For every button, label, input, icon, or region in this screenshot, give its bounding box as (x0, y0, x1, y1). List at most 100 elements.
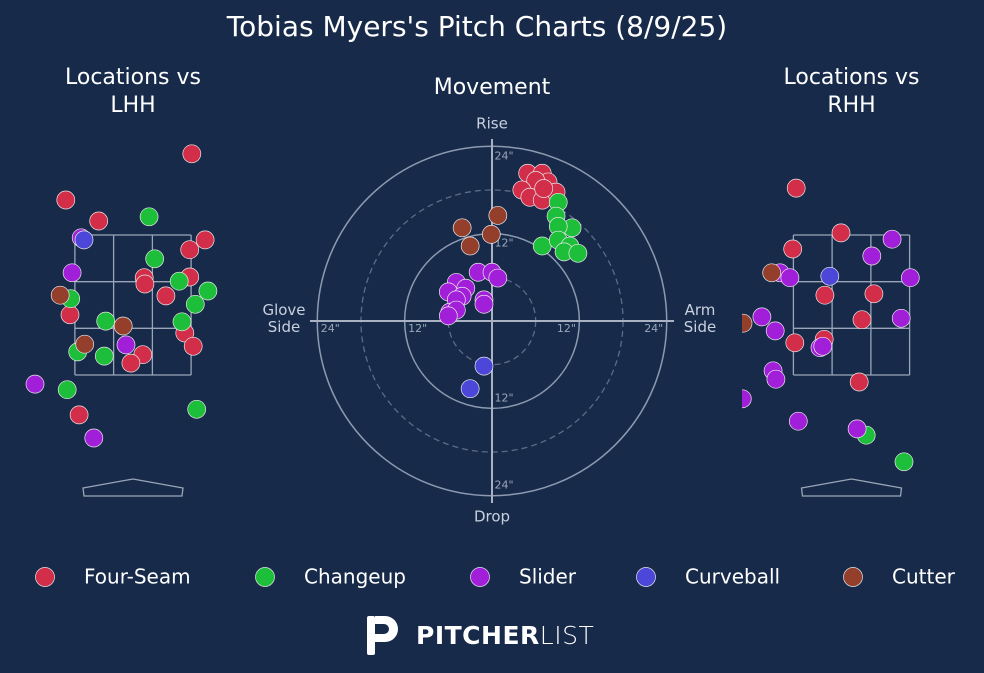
pitch-point (474, 294, 494, 314)
pitch-point (742, 313, 753, 333)
pitch-point (742, 389, 752, 409)
pitch-point (75, 334, 95, 354)
ring-tick-label: 12" (494, 237, 513, 250)
panel-title: Locations vs LHH (65, 65, 201, 118)
home-plate (82, 478, 184, 497)
pitch-point (488, 206, 508, 225)
pitch-point (762, 263, 782, 283)
pitch-point (50, 285, 70, 305)
logo-light: LIST (539, 621, 595, 650)
pitch-series (460, 356, 494, 399)
pitch-point (113, 316, 133, 336)
pitch-series (50, 285, 133, 354)
ring-tick-label: 12" (557, 322, 576, 335)
pitch-point (783, 239, 803, 259)
pitch-series (742, 229, 920, 439)
pitch-point (831, 223, 851, 243)
pitch-point (195, 230, 215, 250)
pitch-point (788, 411, 808, 431)
axis-label: Glove Side (262, 301, 306, 336)
pitch-point (172, 312, 192, 332)
pitch-point (460, 379, 480, 399)
pitch-point (121, 353, 141, 373)
panel-title: Movement (433, 75, 551, 100)
ring-tick-label: 24" (644, 322, 663, 335)
panel-title: Locations vs RHH (783, 65, 920, 118)
pitch-series (742, 263, 782, 333)
pitch-series (783, 178, 884, 392)
pitch-point (862, 246, 882, 266)
pitch-point (57, 380, 77, 400)
logo-text: PITCHERLIST (416, 621, 594, 650)
ring-tick-label: 12" (408, 322, 427, 335)
axis-label: Rise (476, 115, 508, 133)
home-plate (800, 478, 903, 497)
axis-label: Drop (474, 508, 510, 526)
pitch-point (532, 236, 552, 256)
pitch-point (864, 284, 884, 304)
pitch-point (852, 310, 872, 330)
legend-label: Cutter (892, 565, 956, 589)
page-title: Tobias Myers's Pitch Charts (8/9/25) (226, 10, 728, 43)
legend-label: Slider (519, 565, 577, 589)
logo-icon (367, 616, 398, 655)
pitch-series (74, 230, 94, 250)
pitch-point (187, 399, 207, 419)
pitch-point (460, 236, 480, 256)
pitch-point (135, 274, 155, 294)
location-panel (742, 178, 920, 497)
legend-marker (255, 567, 275, 587)
pitch-point (84, 428, 104, 448)
pitch-point (488, 268, 508, 288)
pitch-point (60, 305, 80, 325)
pitch-point (96, 311, 116, 331)
legend-marker (843, 567, 863, 587)
pitch-point (116, 335, 136, 355)
pitch-point (452, 218, 472, 238)
pitch-point (169, 271, 189, 291)
legend-label: Changeup (304, 565, 406, 589)
pitch-point (438, 306, 458, 326)
pitch-point (568, 243, 588, 263)
pitch-point (765, 321, 785, 341)
pitch-point (847, 419, 867, 439)
location-panel (25, 144, 218, 497)
pitch-series (25, 228, 136, 448)
pitch-point (156, 286, 176, 306)
pitch-point (815, 285, 835, 305)
ring-tick-label: 24" (321, 322, 340, 335)
pitch-point (56, 190, 76, 210)
ring-tick-label: 24" (494, 149, 513, 162)
pitch-point (785, 333, 805, 353)
pitch-series (452, 206, 508, 256)
logo-bold: PITCHER (416, 621, 540, 650)
pitch-series (438, 262, 508, 326)
pitch-point (474, 356, 494, 376)
pitch-series (512, 163, 566, 210)
pitch-point (766, 369, 786, 389)
pitch-point (900, 268, 920, 288)
pitch-point (786, 178, 806, 198)
pitch-point (94, 346, 114, 366)
pitch-point (74, 230, 94, 250)
pitch-point (182, 144, 202, 164)
pitch-point (25, 374, 45, 394)
pitch-point (534, 179, 554, 198)
pitch-point (62, 263, 82, 283)
pitch-point (180, 240, 200, 260)
legend-label: Curveball (685, 565, 780, 589)
pitch-series (56, 144, 215, 425)
pitch-point (139, 207, 159, 227)
pitch-point (891, 308, 911, 328)
pitch-point (145, 249, 165, 269)
pitch-point (780, 268, 800, 288)
pitch-point (813, 336, 833, 356)
pitch-point (752, 307, 772, 327)
legend-marker (35, 567, 55, 587)
pitch-point (183, 336, 203, 356)
ring-tick-label: 12" (494, 391, 513, 404)
legend-marker (470, 567, 490, 587)
pitch-point (894, 452, 914, 472)
ring-tick-label: 24" (494, 479, 513, 492)
